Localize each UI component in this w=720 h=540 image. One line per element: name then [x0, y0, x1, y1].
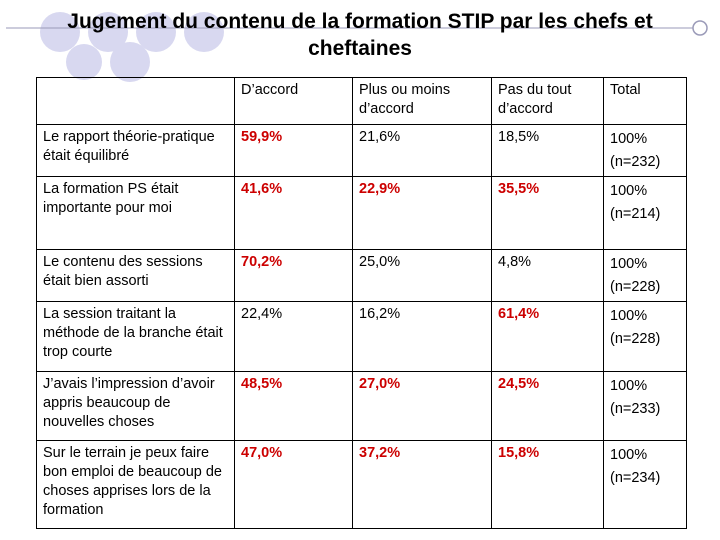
cell-plus-ou-moins: 16,2% [352, 301, 492, 372]
total-percent: 100% [610, 256, 648, 272]
table-row: Le contenu des sessions était bien assor… [36, 249, 687, 302]
header-plus-ou-moins: Plus ou moins d’accord [352, 77, 492, 125]
cell-daccord: 47,0% [234, 440, 353, 529]
cell-total: 100% (n=234) [603, 440, 687, 529]
total-n: (n=233) [610, 401, 661, 417]
cell-plus-ou-moins: 21,6% [352, 124, 492, 177]
slide-title: Jugement du contenu de la formation STIP… [67, 10, 653, 60]
table-row: La session traitant la méthode de la bra… [36, 301, 687, 372]
header-daccord: D’accord [234, 77, 353, 125]
cell-total: 100% (n=214) [603, 176, 687, 250]
results-table: D’accord Plus ou moins d’accord Pas du t… [36, 77, 687, 529]
total-percent: 100% [610, 378, 648, 394]
header-pas-du-tout: Pas du tout d’accord [491, 77, 604, 125]
total-n: (n=228) [610, 331, 661, 347]
header-row: D’accord Plus ou moins d’accord Pas du t… [36, 77, 687, 125]
cell-daccord: 48,5% [234, 371, 353, 441]
cell-pas-du-tout: 61,4% [491, 301, 604, 372]
header-total: Total [603, 77, 687, 125]
cell-daccord: 22,4% [234, 301, 353, 372]
cell-plus-ou-moins: 22,9% [352, 176, 492, 250]
row-label: La formation PS était importante pour mo… [36, 176, 235, 250]
total-n: (n=232) [610, 154, 661, 170]
total-percent: 100% [610, 183, 648, 199]
total-n: (n=214) [610, 206, 661, 222]
total-n: (n=228) [610, 279, 661, 295]
cell-pas-du-tout: 15,8% [491, 440, 604, 529]
cell-total: 100% (n=228) [603, 301, 687, 372]
row-label: J’avais l’impression d’avoir appris beau… [36, 371, 235, 441]
cell-plus-ou-moins: 37,2% [352, 440, 492, 529]
cell-plus-ou-moins: 27,0% [352, 371, 492, 441]
row-label: Le contenu des sessions était bien assor… [36, 249, 235, 302]
total-percent: 100% [610, 131, 648, 147]
table-row: Sur le terrain je peux faire bon emploi … [36, 440, 687, 529]
cell-daccord: 59,9% [234, 124, 353, 177]
total-percent: 100% [610, 447, 648, 463]
total-percent: 100% [610, 308, 648, 324]
cell-total: 100% (n=233) [603, 371, 687, 441]
total-n: (n=234) [610, 470, 661, 486]
cell-pas-du-tout: 4,8% [491, 249, 604, 302]
cell-daccord: 70,2% [234, 249, 353, 302]
cell-plus-ou-moins: 25,0% [352, 249, 492, 302]
cell-pas-du-tout: 24,5% [491, 371, 604, 441]
cell-pas-du-tout: 18,5% [491, 124, 604, 177]
header-empty [36, 77, 235, 125]
table-row: La formation PS était importante pour mo… [36, 176, 687, 250]
cell-total: 100% (n=232) [603, 124, 687, 177]
cell-total: 100% (n=228) [603, 249, 687, 302]
row-label: La session traitant la méthode de la bra… [36, 301, 235, 372]
cell-pas-du-tout: 35,5% [491, 176, 604, 250]
table-row: Le rapport théorie-pratique était équili… [36, 124, 687, 177]
row-label: Sur le terrain je peux faire bon emploi … [36, 440, 235, 529]
table-row: J’avais l’impression d’avoir appris beau… [36, 371, 687, 441]
cell-daccord: 41,6% [234, 176, 353, 250]
row-label: Le rapport théorie-pratique était équili… [36, 124, 235, 177]
